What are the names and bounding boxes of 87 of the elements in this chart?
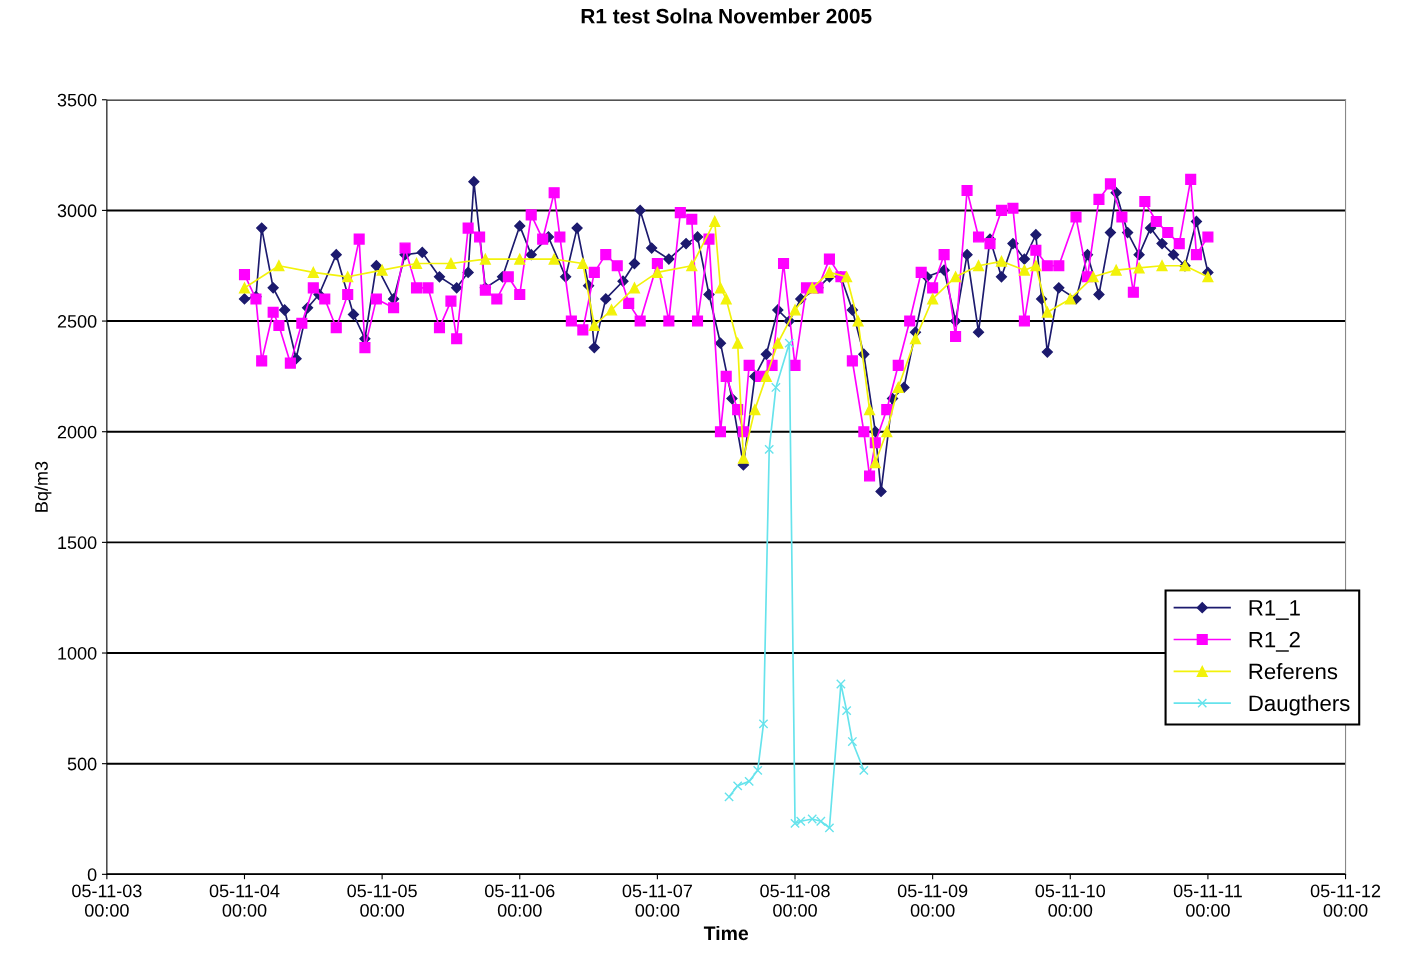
point	[628, 282, 641, 294]
point	[651, 266, 663, 278]
point	[760, 370, 772, 382]
x-tick-label: 05-11-06 00:00	[484, 884, 555, 917]
point	[795, 816, 806, 827]
y-tick-label: 0	[87, 868, 97, 882]
point	[577, 257, 589, 270]
x-tick-label: 05-11-03 00:00	[72, 884, 142, 917]
point	[1018, 264, 1030, 276]
legend-label: R1_2	[1249, 631, 1300, 652]
point	[588, 319, 600, 332]
x-tick-label: 05-11-04 00:00	[209, 884, 280, 917]
point	[1133, 262, 1145, 274]
point	[720, 293, 732, 305]
point	[972, 260, 985, 272]
point	[732, 780, 743, 791]
x-tick-label: 05-11-12 00:00	[1310, 884, 1381, 917]
point	[789, 304, 801, 316]
point	[784, 338, 795, 349]
point	[858, 765, 869, 776]
point	[709, 215, 721, 228]
y-tick-label: 1000	[58, 646, 97, 660]
point	[1064, 293, 1076, 305]
point	[732, 337, 744, 349]
legend-label: Referens	[1249, 663, 1338, 680]
chart-title: R1 test Solna November 2005	[581, 8, 872, 24]
y-tick-label: 3500	[57, 93, 97, 107]
point	[744, 776, 754, 787]
point	[376, 264, 388, 276]
y-tick-label: 500	[67, 757, 97, 771]
point	[479, 253, 491, 265]
x-tick-label: 05-11-08 00:00	[760, 884, 830, 917]
legend-label: Daugthers	[1249, 694, 1350, 716]
point	[238, 282, 251, 294]
x-tick-label: 05-11-09 00:00	[897, 884, 968, 917]
point	[307, 266, 319, 278]
point	[724, 792, 734, 802]
x-tick-label: 05-11-10 00:00	[1035, 884, 1106, 917]
point	[548, 253, 560, 265]
y-tick-label: 3000	[57, 204, 97, 218]
point	[1202, 271, 1214, 283]
point	[824, 822, 835, 833]
point	[1030, 260, 1042, 272]
point	[1087, 271, 1099, 283]
point	[836, 679, 846, 689]
point	[514, 253, 526, 265]
point	[869, 457, 881, 469]
point	[864, 404, 876, 416]
point	[909, 333, 921, 345]
point	[758, 718, 769, 729]
point	[1156, 260, 1168, 272]
point	[1041, 306, 1053, 318]
point	[749, 404, 761, 416]
x-tick-label: 05-11-05 00:00	[347, 884, 417, 917]
legend-label: R1_1	[1249, 600, 1300, 620]
point	[771, 382, 781, 393]
point	[841, 705, 852, 716]
x-tick-label: 05-11-07 00:00	[622, 884, 692, 917]
point	[823, 266, 835, 278]
point	[445, 257, 457, 270]
point	[342, 271, 354, 283]
point	[806, 282, 818, 294]
point	[995, 255, 1008, 267]
point	[737, 452, 749, 464]
point	[752, 765, 763, 776]
point	[686, 260, 698, 272]
point	[892, 381, 904, 394]
x-tick-label: 05-11-11 00:00	[1173, 884, 1242, 917]
point	[950, 271, 962, 283]
point	[847, 736, 858, 747]
point	[852, 315, 864, 327]
y-tick-label: 2500	[57, 315, 97, 328]
point	[881, 426, 893, 438]
point	[772, 337, 784, 349]
point	[714, 282, 727, 294]
point	[764, 444, 775, 455]
x-axis-title: Time	[703, 925, 749, 941]
point	[790, 818, 800, 829]
point	[927, 293, 939, 305]
point	[841, 271, 853, 283]
y-tick-label: 2000	[57, 425, 97, 439]
point	[410, 257, 423, 270]
point	[605, 304, 618, 316]
point	[1110, 264, 1122, 276]
point	[273, 260, 285, 272]
y-axis-title: Bq/m3	[34, 461, 52, 512]
y-tick-label: 1500	[58, 536, 97, 550]
